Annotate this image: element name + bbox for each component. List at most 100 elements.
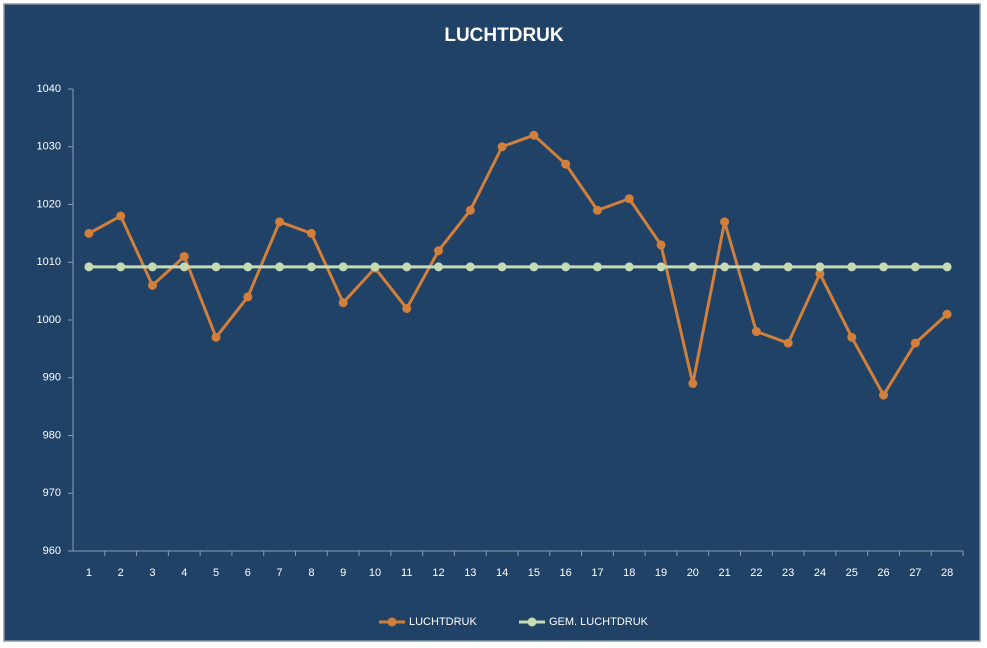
data-point (179, 262, 189, 272)
x-tick-label: 1 (86, 567, 92, 579)
data-point (942, 262, 952, 272)
y-tick-label: 1000 (37, 314, 61, 326)
data-point (338, 298, 348, 308)
data-point (147, 262, 157, 272)
data-point (116, 262, 126, 272)
data-point (84, 228, 94, 238)
legend-label: LUCHTDRUK (409, 616, 478, 628)
data-point (497, 262, 507, 272)
legend-marker (527, 617, 537, 627)
x-tick-label: 20 (687, 567, 699, 579)
x-tick-label: 6 (245, 567, 251, 579)
x-tick-label: 25 (846, 567, 858, 579)
x-tick-label: 18 (623, 567, 635, 579)
data-point (561, 159, 571, 169)
data-point (497, 142, 507, 152)
y-tick-label: 960 (43, 545, 61, 557)
data-point (656, 262, 666, 272)
data-point (879, 262, 889, 272)
data-point (211, 262, 221, 272)
data-point (465, 205, 475, 215)
data-point (529, 130, 539, 140)
data-point (116, 211, 126, 221)
data-point (592, 205, 602, 215)
data-point (561, 262, 571, 272)
data-point (465, 262, 475, 272)
data-point (243, 292, 253, 302)
x-tick-label: 19 (655, 567, 667, 579)
x-tick-label: 3 (149, 567, 155, 579)
legend-marker (387, 617, 397, 627)
data-point (211, 332, 221, 342)
x-tick-label: 12 (432, 567, 444, 579)
data-point (720, 262, 730, 272)
data-point (910, 262, 920, 272)
data-point (370, 262, 380, 272)
data-point (402, 262, 412, 272)
data-point (624, 262, 634, 272)
x-tick-label: 21 (718, 567, 730, 579)
data-point (847, 332, 857, 342)
data-point (624, 194, 634, 204)
y-tick-label: 970 (43, 487, 61, 499)
data-point (656, 240, 666, 250)
data-point (402, 303, 412, 313)
y-tick-label: 1030 (37, 141, 61, 153)
x-tick-label: 7 (277, 567, 283, 579)
x-tick-label: 28 (941, 567, 953, 579)
data-point (306, 228, 316, 238)
data-point (592, 262, 602, 272)
data-point (306, 262, 316, 272)
x-tick-label: 16 (560, 567, 572, 579)
y-tick-label: 990 (43, 372, 61, 384)
x-tick-label: 17 (591, 567, 603, 579)
data-point (879, 390, 889, 400)
x-tick-label: 11 (401, 567, 412, 579)
data-point (688, 262, 698, 272)
data-point (815, 269, 825, 279)
data-point (338, 262, 348, 272)
chart-title: LUCHTDRUK (444, 25, 564, 46)
data-point (751, 327, 761, 337)
x-tick-label: 2 (118, 567, 124, 579)
data-point (434, 262, 444, 272)
data-point (783, 262, 793, 272)
data-point (942, 309, 952, 319)
data-point (720, 217, 730, 227)
x-tick-label: 24 (814, 567, 826, 579)
x-tick-label: 10 (369, 567, 381, 579)
data-point (275, 262, 285, 272)
y-tick-label: 980 (43, 429, 61, 441)
data-point (815, 262, 825, 272)
data-point (179, 251, 189, 261)
x-tick-label: 23 (782, 567, 794, 579)
data-point (847, 262, 857, 272)
data-point (751, 262, 761, 272)
x-tick-label: 4 (181, 567, 187, 579)
data-point (688, 379, 698, 389)
data-point (529, 262, 539, 272)
x-tick-label: 22 (750, 567, 762, 579)
x-tick-label: 26 (877, 567, 889, 579)
data-point (275, 217, 285, 227)
x-tick-label: 27 (909, 567, 921, 579)
data-point (434, 246, 444, 256)
data-point (84, 262, 94, 272)
x-tick-label: 14 (496, 567, 508, 579)
y-tick-label: 1040 (37, 83, 61, 95)
data-point (783, 338, 793, 348)
y-tick-label: 1020 (37, 198, 61, 210)
series-line (88, 133, 949, 397)
y-tick-label: 1010 (37, 256, 61, 268)
x-tick-label: 15 (528, 567, 540, 579)
x-tick-label: 5 (213, 567, 219, 579)
x-tick-label: 9 (340, 567, 346, 579)
data-point (243, 262, 253, 272)
data-point (147, 280, 157, 290)
x-tick-label: 8 (308, 567, 314, 579)
chart-background (3, 3, 981, 642)
legend-label: GEM. LUCHTDRUK (549, 616, 649, 628)
data-point (910, 338, 920, 348)
